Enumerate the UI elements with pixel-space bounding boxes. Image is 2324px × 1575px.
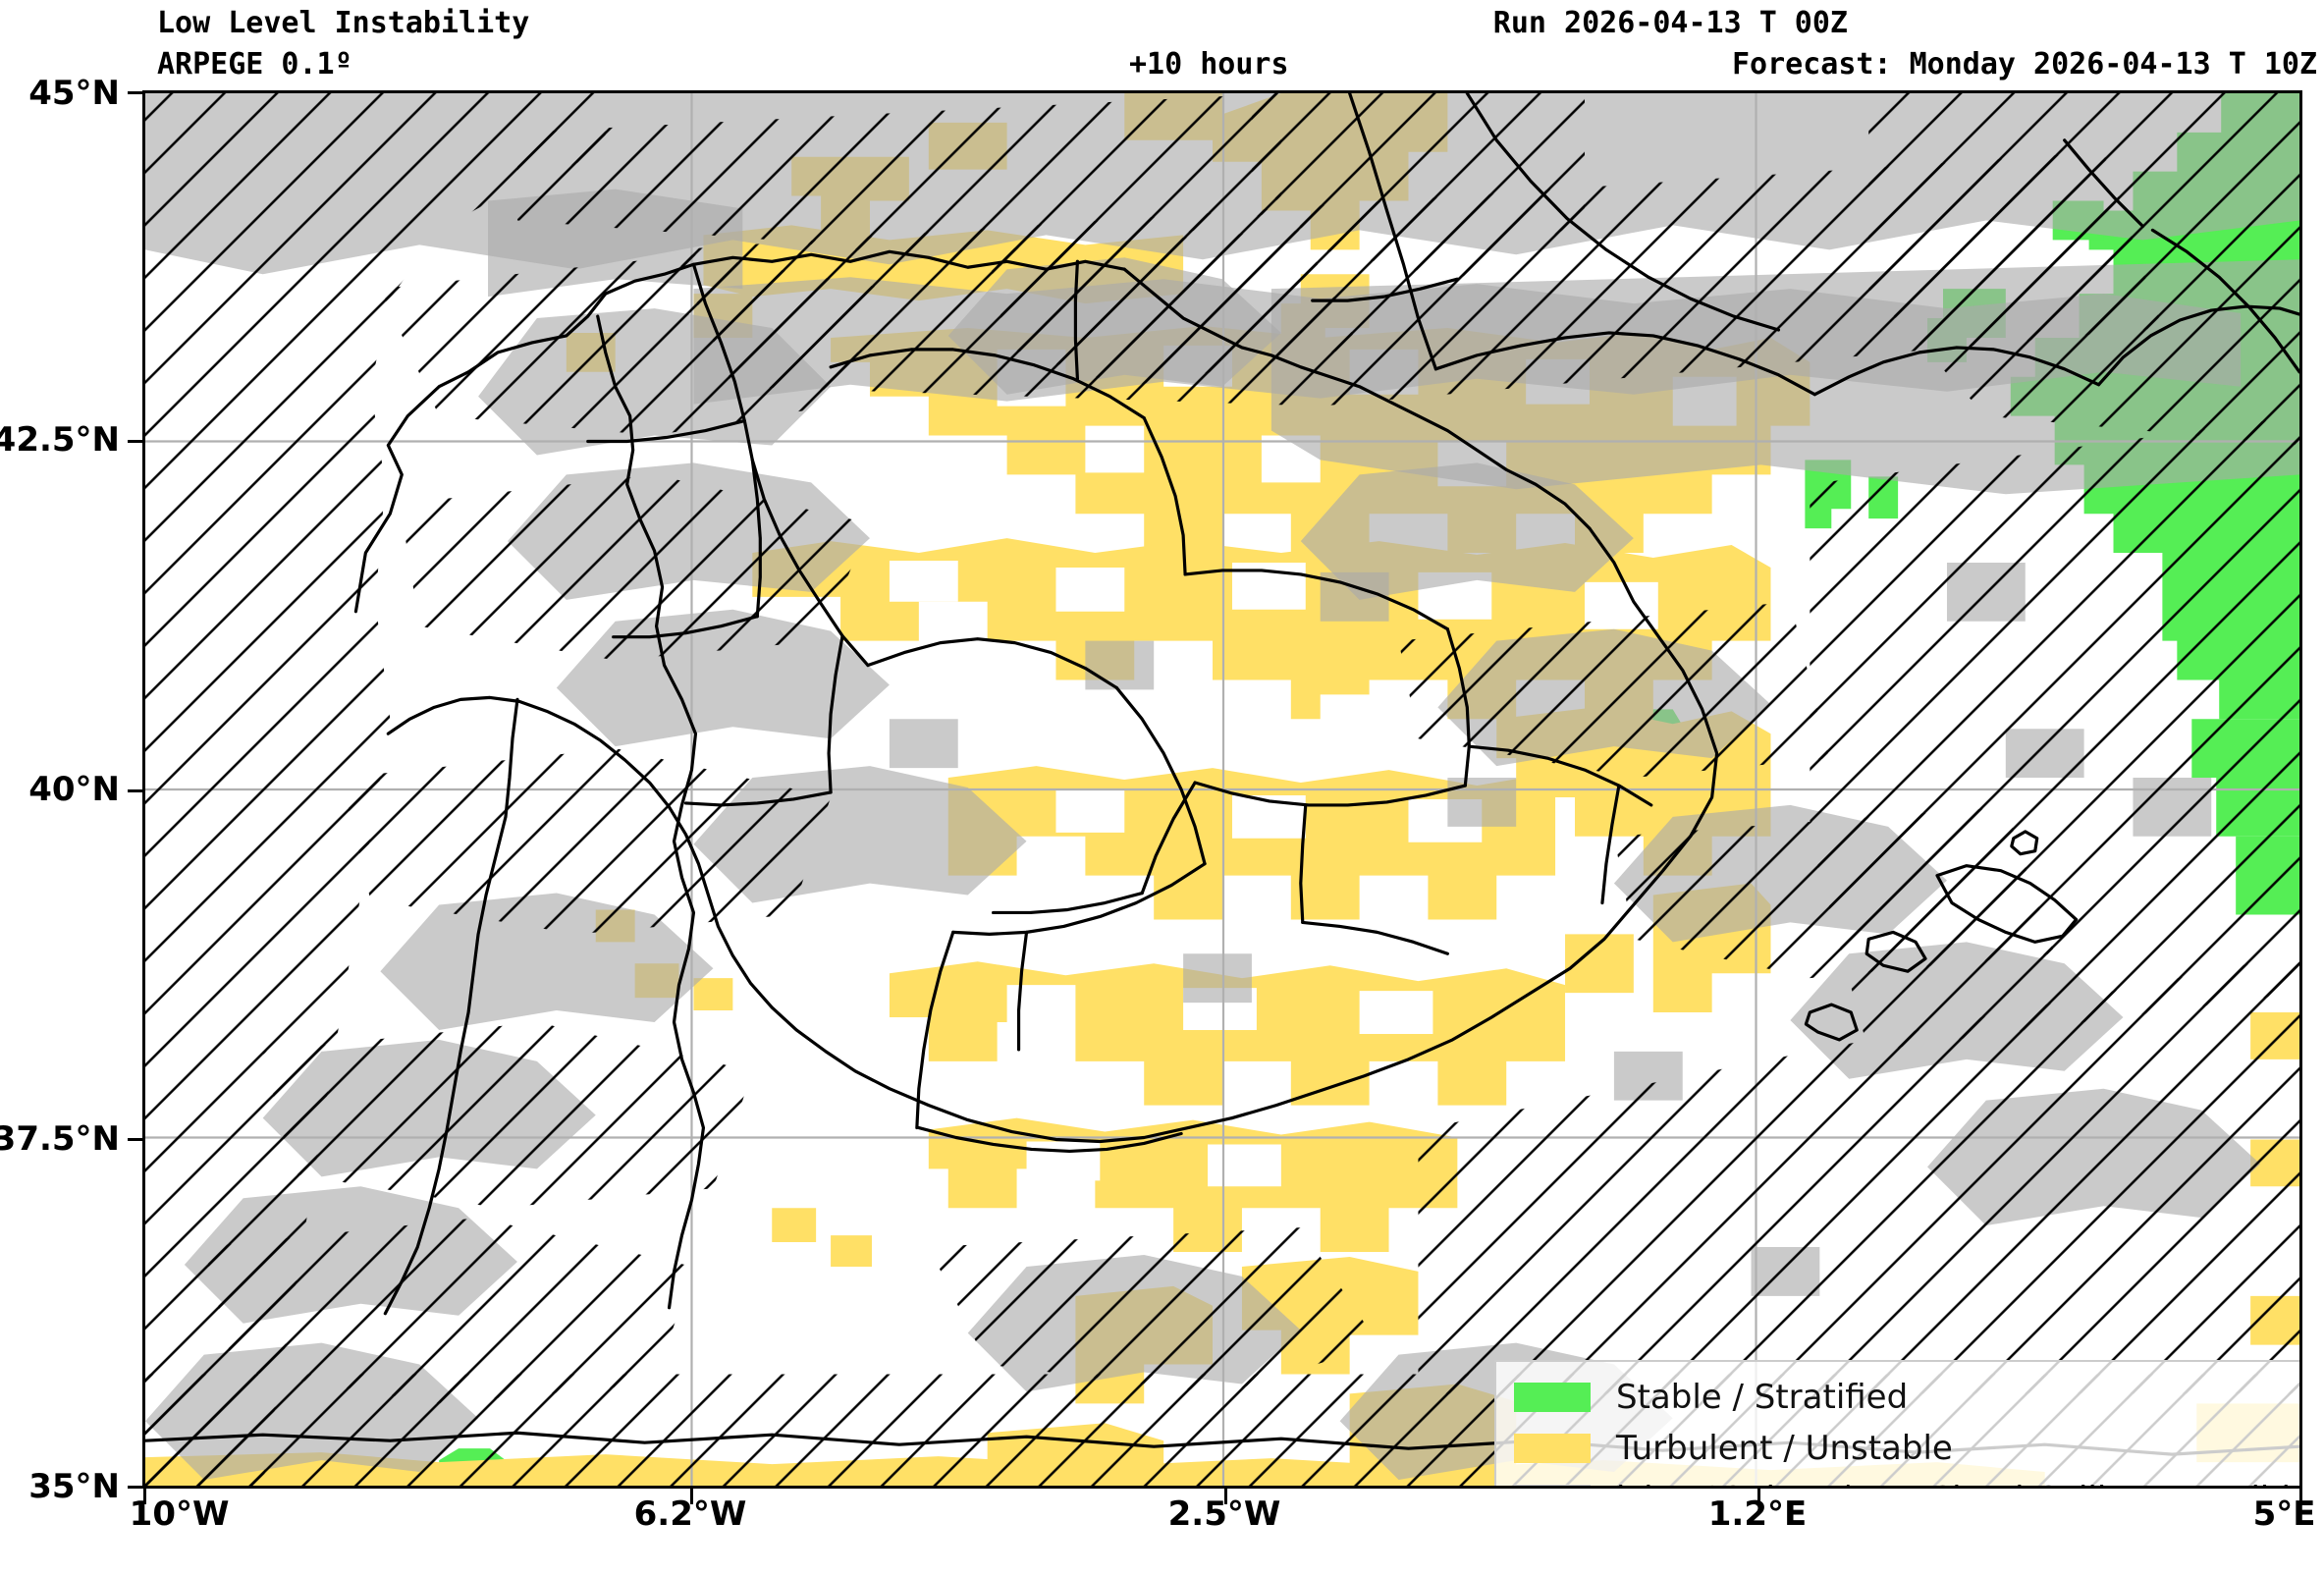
model-label: ARPEGE 0.1º bbox=[157, 47, 352, 81]
forecast-time-label: Forecast: Monday 2026-04-13 T 10Z bbox=[1731, 47, 2317, 81]
x-tick-mark bbox=[143, 1489, 146, 1504]
x-tick-mark bbox=[2299, 1489, 2302, 1504]
y-tick-mark bbox=[128, 789, 143, 792]
run-time-label: Run 2026-04-13 T 00Z bbox=[1492, 6, 1848, 40]
page-title: Low Level Instability bbox=[157, 6, 530, 40]
legend-panel: Stable / Stratified Turbulent / Unstable… bbox=[1494, 1360, 2299, 1489]
x-tick-label: 5°E bbox=[2252, 1494, 2316, 1534]
x-tick-mark bbox=[690, 1489, 693, 1504]
x-tick-mark bbox=[1224, 1489, 1227, 1504]
y-tick-label: 37.5°N bbox=[0, 1119, 120, 1159]
map-plot-area: Stable / Stratified Turbulent / Unstable… bbox=[142, 90, 2302, 1489]
map-layers bbox=[145, 93, 2299, 1486]
coastline-and-borders bbox=[145, 93, 2299, 1456]
legend-row: Stable / Stratified bbox=[1514, 1372, 2299, 1423]
hatched-swatch bbox=[1514, 1485, 1591, 1489]
legend-label: Turbulent / Unstable bbox=[1616, 1429, 1953, 1468]
green-swatch bbox=[1514, 1383, 1591, 1412]
yellow-swatch bbox=[1514, 1434, 1591, 1463]
y-tick-mark bbox=[128, 1486, 143, 1489]
lead-time-label: +10 hours bbox=[1129, 47, 1289, 81]
y-tick-mark bbox=[128, 440, 143, 443]
y-tick-label: 40°N bbox=[28, 770, 120, 809]
low-cloud-ceiling-hatch bbox=[145, 93, 2299, 1486]
legend-label: Stable / Stratified bbox=[1616, 1378, 1909, 1417]
y-tick-label: 35°N bbox=[28, 1467, 120, 1506]
legend-row: Turbulent / Unstable bbox=[1514, 1423, 2299, 1474]
y-tick-label: 45°N bbox=[28, 74, 120, 113]
y-tick-mark bbox=[128, 1138, 143, 1141]
legend-row: lcl > 925hpa (Low Cloud Ceilings Possibl… bbox=[1514, 1474, 2299, 1489]
y-tick-mark bbox=[128, 91, 143, 94]
hatch-glyph-icon bbox=[1514, 1485, 1591, 1489]
x-tick-mark bbox=[1757, 1489, 1760, 1504]
y-tick-label: 42.5°N bbox=[0, 420, 120, 460]
legend-label: lcl > 925hpa (Low Cloud Ceilings Possibl… bbox=[1616, 1483, 2299, 1486]
